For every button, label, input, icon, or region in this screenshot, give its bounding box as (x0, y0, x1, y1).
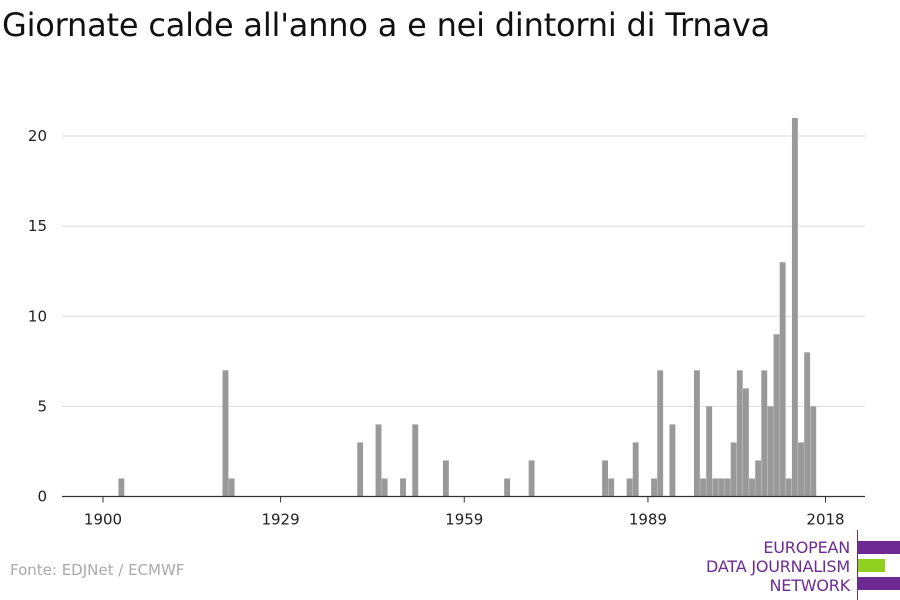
bar-1946 (381, 478, 388, 497)
logo-bar-purple-bottom (858, 577, 900, 590)
x-tick-label: 1929 (261, 511, 299, 529)
bar-1970 (528, 460, 535, 497)
bar-1956 (442, 460, 449, 497)
bar-1903 (118, 478, 125, 497)
x-tick-label: 1900 (84, 511, 122, 529)
y-tick-label: 5 (37, 397, 47, 415)
y-tick-label: 10 (28, 307, 47, 325)
x-axis-ticks: 1900 1929 1959 1989 2018 (84, 496, 845, 529)
bar-1951 (412, 424, 419, 497)
bars (118, 118, 817, 497)
logo-divider (857, 530, 858, 600)
x-tick-label: 2018 (806, 511, 844, 529)
bar-2002 (724, 478, 731, 497)
edjnet-logo-text: EUROPEAN DATA JOURNALISM NETWORK (706, 538, 850, 595)
bar-2000 (712, 478, 719, 497)
y-tick-label: 0 (37, 488, 47, 506)
x-tick-label: 1959 (445, 511, 483, 529)
logo-line-3: NETWORK (769, 576, 851, 595)
bar-1920 (222, 370, 229, 497)
bar-2003 (730, 442, 737, 497)
logo-line-2: DATA JOURNALISM (706, 557, 850, 576)
bar-1987 (632, 442, 639, 497)
logo-line-1: EUROPEAN (763, 538, 850, 557)
bar-2013 (791, 118, 798, 497)
bar-1998 (700, 478, 706, 497)
bar-2001 (718, 478, 725, 497)
bar-1990 (651, 478, 657, 497)
bar-1949 (400, 478, 406, 497)
bar-1993 (669, 424, 676, 497)
bar-1982 (602, 460, 609, 497)
bar-1942 (357, 442, 364, 497)
bar-1999 (706, 406, 713, 497)
bar-2007 (755, 460, 762, 497)
bar-chart: 0 5 10 15 20 1900 1929 1959 1989 2018 (28, 118, 865, 529)
x-tick-label: 1989 (629, 511, 667, 529)
source-credit: Fonte: EDJNet / ECMWF (10, 561, 185, 579)
bar-2006 (749, 478, 755, 497)
bar-1983 (608, 478, 615, 497)
bar-1997 (693, 370, 700, 497)
bar-1945 (375, 424, 382, 497)
chart-title: Giornate calde all'anno a e nei dintorni… (2, 6, 771, 44)
y-tick-label: 20 (28, 127, 47, 145)
bar-2005 (742, 388, 749, 497)
bar-1921 (228, 478, 235, 497)
y-tick-label: 15 (28, 217, 47, 235)
bar-1991 (657, 370, 664, 497)
bar-2011 (779, 262, 786, 497)
bar-2009 (767, 406, 774, 497)
bar-2008 (761, 370, 768, 497)
y-axis-ticks: 0 5 10 15 20 (28, 127, 47, 505)
gridlines (62, 135, 865, 407)
bar-2012 (785, 478, 792, 497)
bar-1966 (504, 478, 511, 497)
logo-bar-green (858, 559, 885, 572)
bar-2014 (798, 442, 804, 497)
bar-1986 (626, 478, 633, 497)
bar-2015 (804, 352, 811, 497)
bar-2016 (810, 406, 817, 497)
logo-bar-purple-top (858, 541, 900, 554)
bar-2004 (736, 370, 743, 497)
bar-2010 (773, 334, 780, 497)
